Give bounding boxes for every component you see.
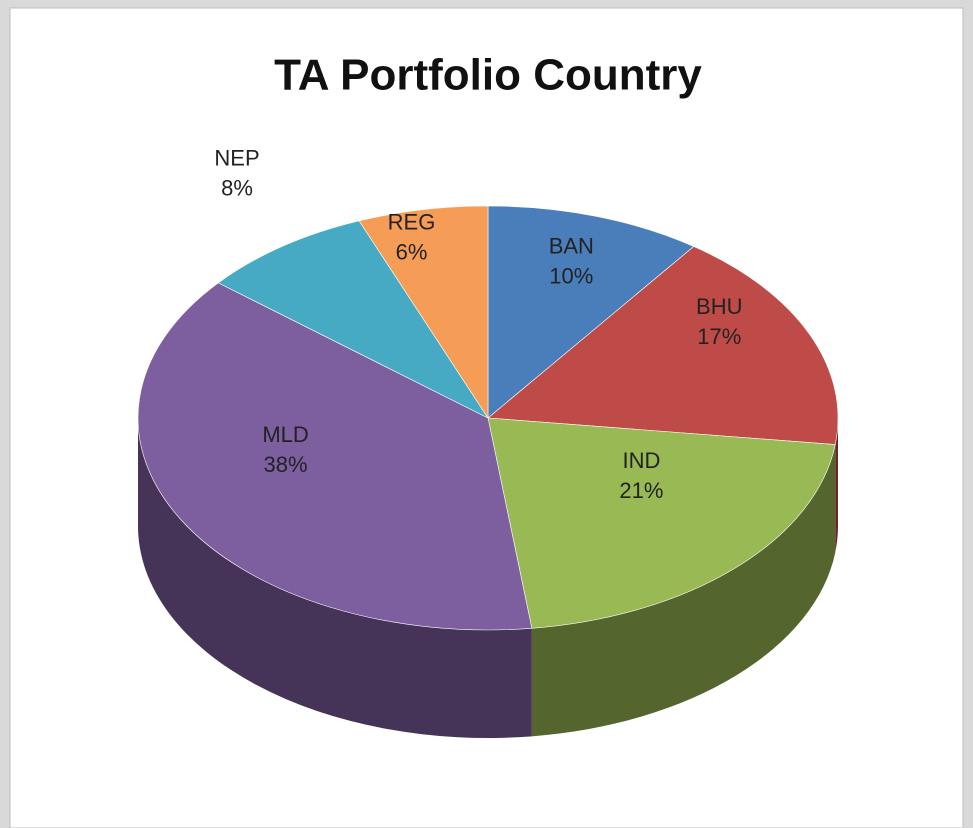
slice (487, 417, 836, 629)
value-label: 8% (221, 176, 253, 201)
chart-title: TA Portfolio Country (274, 51, 702, 100)
slice-side (835, 418, 838, 553)
category-label: IND (622, 448, 660, 473)
category-label: MLD (262, 422, 308, 447)
slice (487, 246, 839, 445)
slice (487, 205, 695, 419)
slice (217, 220, 489, 419)
value-label: 38% (264, 452, 308, 477)
category-label: BHU (696, 294, 742, 319)
category-label: NEP (214, 146, 259, 171)
value-label: 6% (396, 239, 428, 264)
category-label: BAN (549, 233, 594, 258)
slice (137, 282, 533, 631)
slice (358, 205, 489, 420)
value-label: 17% (697, 324, 741, 349)
slice-side (138, 418, 532, 738)
value-label: 10% (549, 263, 593, 288)
slice-side (531, 444, 836, 737)
value-label: 21% (619, 478, 663, 503)
category-label: REG (388, 209, 436, 234)
